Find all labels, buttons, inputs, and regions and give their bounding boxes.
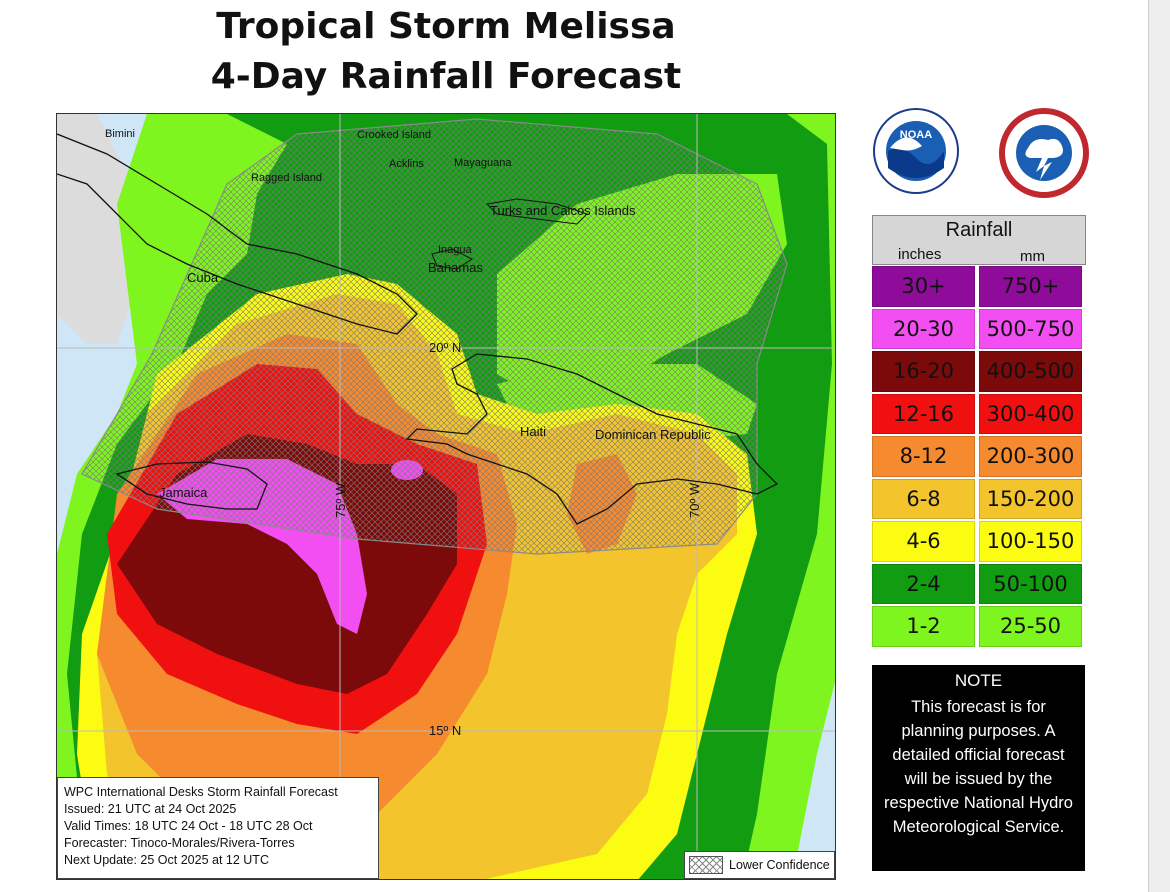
place-bahamas: Bahamas — [428, 260, 483, 275]
info-line-3: Valid Times: 18 UTC 24 Oct - 18 UTC 28 O… — [64, 819, 313, 833]
coast-jamaica — [115, 461, 268, 510]
place-cuba: Cuba — [187, 270, 219, 285]
noaa-logo-text: NOAA — [900, 129, 932, 141]
place-crooked-island: Crooked Island — [357, 129, 431, 141]
grid-label-75w: 75º W — [333, 482, 348, 518]
lower-confidence-area — [81, 118, 788, 555]
legend-row: 20-30 500-750 — [872, 308, 1086, 351]
legend-mm-cell: 100-150 — [979, 521, 1082, 562]
legend-inches-cell: 12-16 — [872, 393, 975, 434]
legend-row: 1-2 25-50 — [872, 605, 1086, 648]
legend-inches-cell: 2-4 — [872, 563, 975, 604]
grid-label-15n: 15º N — [429, 723, 462, 738]
legend-row: 4-6 100-150 — [872, 520, 1086, 563]
legend-mm-cell: 50-100 — [979, 563, 1082, 604]
land-outside-area — [57, 114, 147, 344]
legend-mm-cell: 25-50 — [979, 606, 1082, 647]
agency-logos: NOAA — [872, 108, 1089, 198]
legend-row: 30+ 750+ — [872, 265, 1086, 308]
legend-inches-cell: 4-6 — [872, 521, 975, 562]
legend-mm-cell: 500-750 — [979, 308, 1082, 349]
lower-confidence-key: Lower Confidence — [684, 851, 835, 879]
place-turks-caicos: Turks and Caicos Islands — [490, 203, 636, 218]
note-title: NOTE — [954, 671, 1003, 690]
legend-col-inches: inches — [898, 246, 942, 263]
coast-hispaniola — [405, 353, 779, 525]
rainfall-map: Bimini Crooked Island Acklins Mayaguana … — [56, 113, 836, 880]
legend-inches-cell: 1-2 — [872, 606, 975, 647]
map-canvas — [57, 114, 835, 879]
grid-label-20n: 20º N — [429, 340, 462, 355]
nws-logo-icon — [999, 108, 1089, 198]
lower-confidence-label: Lower Confidence — [729, 858, 830, 872]
coast-inagua — [431, 248, 473, 270]
legend-inches-cell: 16-20 — [872, 351, 975, 392]
legend-row: 12-16 300-400 — [872, 393, 1086, 436]
place-inagua: Inagua — [438, 244, 472, 256]
legend-row: 6-8 150-200 — [872, 478, 1086, 521]
note-box: NOTE This forecast is for planning purpo… — [872, 665, 1085, 871]
title-line-2: 4-Day Rainfall Forecast — [210, 56, 682, 97]
legend-mm-cell: 300-400 — [979, 393, 1082, 434]
page-edge — [1148, 0, 1170, 892]
legend-mm-cell: 200-300 — [979, 436, 1082, 477]
title-line-1: Tropical Storm Melissa — [216, 6, 676, 47]
noaa-logo-icon: NOAA — [873, 108, 959, 194]
legend-row: 8-12 200-300 — [872, 435, 1086, 478]
place-jamaica: Jamaica — [159, 485, 208, 500]
forecast-info-box: WPC International Desks Storm Rainfall F… — [57, 777, 379, 879]
coast-turks-caicos — [485, 198, 588, 225]
place-ragged-island: Ragged Island — [251, 172, 322, 184]
hatch-swatch-icon — [689, 856, 723, 874]
rainfall-legend: Rainfall inches mm 30+ 750+ 20-30 500-750 16… — [872, 215, 1086, 648]
legend-col-mm: mm — [1020, 248, 1045, 265]
note-text: This forecast is for planning purposes. … — [884, 698, 1073, 836]
legend-mm-cell: 750+ — [979, 266, 1082, 307]
legend-row: 2-4 50-100 — [872, 563, 1086, 606]
legend-inches-cell: 8-12 — [872, 436, 975, 477]
legend-inches-cell: 6-8 — [872, 478, 975, 519]
place-acklins: Acklins — [389, 158, 424, 170]
place-dominican-republic: Dominican Republic — [595, 427, 711, 442]
coast-cuba — [57, 133, 418, 335]
legend-title: Rainfall — [945, 219, 1013, 241]
grid-label-70w: 70º W — [687, 482, 702, 518]
info-line-2: Issued: 21 UTC at 24 Oct 2025 — [64, 802, 237, 816]
place-mayaguana: Mayaguana — [454, 157, 512, 169]
legend-mm-cell: 150-200 — [979, 478, 1082, 519]
legend-inches-cell: 20-30 — [872, 308, 975, 349]
info-line-5: Next Update: 25 Oct 2025 at 12 UTC — [64, 853, 269, 867]
legend-mm-cell: 400-500 — [979, 351, 1082, 392]
place-haiti: Haiti — [520, 424, 547, 439]
legend-row: 16-20 400-500 — [872, 350, 1086, 393]
place-bimini: Bimini — [105, 128, 135, 140]
legend-rows: 30+ 750+ 20-30 500-750 16-20 400-500 12-16 300-… — [872, 265, 1086, 648]
info-line-1: WPC International Desks Storm Rainfall F… — [64, 785, 338, 799]
legend-inches-cell: 30+ — [872, 266, 975, 307]
legend-header: Rainfall inches mm — [872, 215, 1086, 265]
map-title: Tropical Storm Melissa 4-Day Rainfall Fo… — [56, 2, 836, 102]
info-line-4: Forecaster: Tinoco-Morales/Rivera-Torres — [64, 836, 295, 850]
